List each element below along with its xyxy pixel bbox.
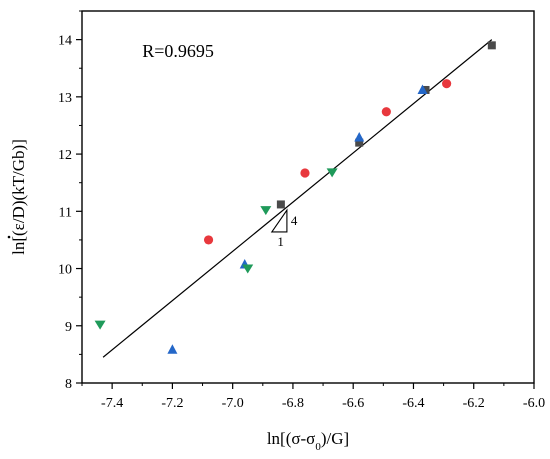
circle-marker [442, 79, 452, 89]
circle-marker [381, 107, 391, 117]
y-tick-label: 14 [58, 34, 72, 49]
plot-frame [81, 10, 535, 384]
x-tick-label: -7.4 [101, 396, 123, 411]
triangle-up-marker [167, 344, 178, 354]
y-tick-label: 8 [65, 377, 72, 392]
square-marker [276, 200, 285, 209]
triangle-down-marker [242, 264, 254, 274]
x-tick-label: -6.4 [402, 396, 424, 411]
triangle-up-marker [354, 131, 365, 142]
triangle-up-marker [417, 84, 428, 94]
triangle-down-marker [326, 168, 338, 178]
slope-triangle [270, 208, 288, 233]
x-tick-label: -7.0 [222, 396, 244, 411]
axes [76, 10, 535, 389]
slope-run-label: 1 [277, 234, 284, 249]
y-axis-label: ln[(ε/D)(kT/Gb)] [9, 139, 28, 255]
fit-line [102, 39, 493, 358]
y-tick-label: 11 [59, 205, 72, 220]
circle-marker [203, 235, 214, 245]
triangle-down-marker [260, 206, 272, 216]
axis-labels: -7.4 -7.2 -7.0 -6.8 -6.6 -6.4 -6.2 -6.0 8 9 10 11 12… [7, 34, 545, 453]
square-marker [421, 85, 430, 94]
epsilon-dot [7, 235, 11, 239]
triangle-down-marker [94, 320, 106, 330]
slope-rise-label: 4 [291, 213, 298, 228]
correlation-annotation: R=0.9695 [142, 41, 214, 61]
y-tick-label: 9 [65, 320, 72, 335]
x-tick-label: -6.8 [282, 396, 304, 411]
x-axis-label: ln[(σ-σ0)/G] [267, 429, 349, 453]
data-points [94, 41, 496, 354]
y-tick-label: 10 [58, 263, 72, 278]
y-tick-label: 13 [58, 91, 72, 106]
x-tick-label: -6.2 [463, 396, 485, 411]
circle-marker [300, 168, 310, 178]
annotations: R=0.9695 41 [142, 41, 298, 249]
x-tick-label: -6.6 [342, 396, 364, 411]
square-marker [487, 41, 496, 50]
square-marker [355, 138, 364, 147]
y-tick-label: 12 [58, 148, 72, 163]
fit-line-group [102, 39, 493, 358]
x-tick-label: -6.0 [523, 396, 545, 411]
x-tick-label: -7.2 [161, 396, 183, 411]
